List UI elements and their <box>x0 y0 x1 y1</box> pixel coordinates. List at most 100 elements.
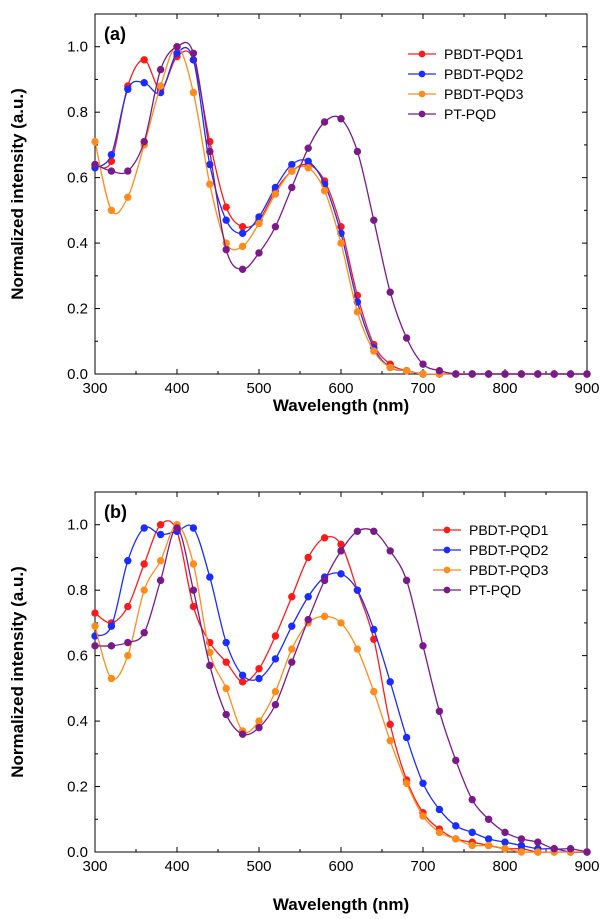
data-point <box>583 848 591 856</box>
data-point <box>288 658 296 666</box>
panel-label: (b) <box>104 502 127 522</box>
data-point <box>566 370 575 378</box>
legend-marker <box>443 566 451 574</box>
y-tick-label: 0.8 <box>67 104 88 121</box>
data-point <box>124 193 132 201</box>
data-point <box>501 838 509 846</box>
data-point <box>222 638 230 647</box>
y-axis-title: Normalized intensity (a.u.) <box>8 566 27 778</box>
data-point <box>435 805 444 814</box>
data-point <box>124 167 132 175</box>
data-point <box>517 848 526 856</box>
data-point <box>107 167 116 175</box>
x-tick-label: 300 <box>82 858 107 875</box>
data-point <box>468 828 476 837</box>
data-point <box>271 632 280 640</box>
data-point <box>370 687 378 696</box>
x-tick-label: 700 <box>410 380 435 397</box>
data-point <box>173 49 181 57</box>
data-point <box>140 560 148 568</box>
data-point <box>238 265 247 273</box>
data-point <box>222 216 230 224</box>
x-tick-label: 400 <box>164 858 189 875</box>
data-point <box>140 524 148 532</box>
y-tick-label: 0.6 <box>67 170 88 187</box>
data-point <box>124 638 132 647</box>
legend-label: PBDT-PQD3 <box>469 562 549 578</box>
data-point <box>304 615 312 624</box>
data-point <box>255 674 263 683</box>
data-point <box>304 144 312 152</box>
data-point <box>386 737 394 745</box>
data-point <box>288 593 296 601</box>
data-point <box>402 779 411 787</box>
data-point <box>386 363 394 372</box>
data-point <box>320 187 329 195</box>
data-point <box>124 85 132 93</box>
legend-label: PT-PQD <box>444 106 496 122</box>
data-point <box>353 527 362 535</box>
data-point <box>255 665 263 673</box>
data-point <box>288 622 296 630</box>
data-point <box>156 557 165 565</box>
data-point <box>189 88 198 97</box>
data-point <box>91 160 99 169</box>
data-point <box>452 822 460 830</box>
data-point <box>370 527 378 535</box>
data-point <box>337 619 345 627</box>
legend-label: PBDT-PQD1 <box>469 522 549 538</box>
data-point <box>271 655 280 663</box>
chart-panel-a: 300 400 500 600 700 800 900 0.0 0.2 0.4 0.6 0.8 1.0 W… <box>8 13 600 415</box>
data-point <box>222 658 230 666</box>
data-point <box>173 43 181 51</box>
y-axis-title: Normalized intensity (a.u.) <box>8 88 27 300</box>
data-point <box>271 687 280 696</box>
data-point <box>189 602 198 611</box>
data-point <box>435 707 444 715</box>
data-point <box>534 838 542 846</box>
legend-marker <box>418 90 426 98</box>
data-point <box>238 730 247 738</box>
y-tick-label: 1.0 <box>67 39 88 56</box>
x-tick-label: 500 <box>246 858 271 875</box>
x-tick-label: 900 <box>574 858 599 875</box>
y-tick-label: 0.4 <box>67 235 88 252</box>
data-point <box>140 629 148 637</box>
data-point <box>222 710 230 719</box>
data-point <box>566 845 575 853</box>
data-point <box>435 367 444 375</box>
data-point <box>402 334 411 342</box>
data-point <box>534 848 542 856</box>
x-axis-title: Wavelength (nm) <box>273 396 409 415</box>
y-tick-label: 0.2 <box>67 301 88 318</box>
data-point <box>91 609 99 617</box>
data-point <box>304 553 312 562</box>
data-point <box>156 65 165 74</box>
data-point <box>206 573 214 581</box>
data-point <box>402 367 411 375</box>
data-point <box>534 370 542 378</box>
data-point <box>370 625 378 634</box>
data-point <box>206 180 214 188</box>
y-tick-label: 0.2 <box>67 779 88 796</box>
data-point <box>255 249 263 257</box>
legend-label: PBDT-PQD3 <box>444 86 524 102</box>
data-point <box>255 219 263 228</box>
data-point <box>419 360 427 368</box>
y-tick-label: 0.8 <box>67 582 88 599</box>
data-point <box>288 167 296 175</box>
data-point <box>337 547 345 555</box>
data-point <box>501 370 509 378</box>
data-point <box>189 49 198 57</box>
data-point <box>107 151 116 159</box>
data-point <box>124 651 132 660</box>
data-point <box>337 115 345 123</box>
data-point <box>550 845 558 853</box>
panel-label: (a) <box>104 24 126 44</box>
x-tick-label: 600 <box>328 380 353 397</box>
legend-marker <box>443 526 451 534</box>
data-point <box>238 229 247 237</box>
x-tick-label: 700 <box>410 858 435 875</box>
data-point <box>452 756 460 765</box>
data-point <box>353 645 362 653</box>
